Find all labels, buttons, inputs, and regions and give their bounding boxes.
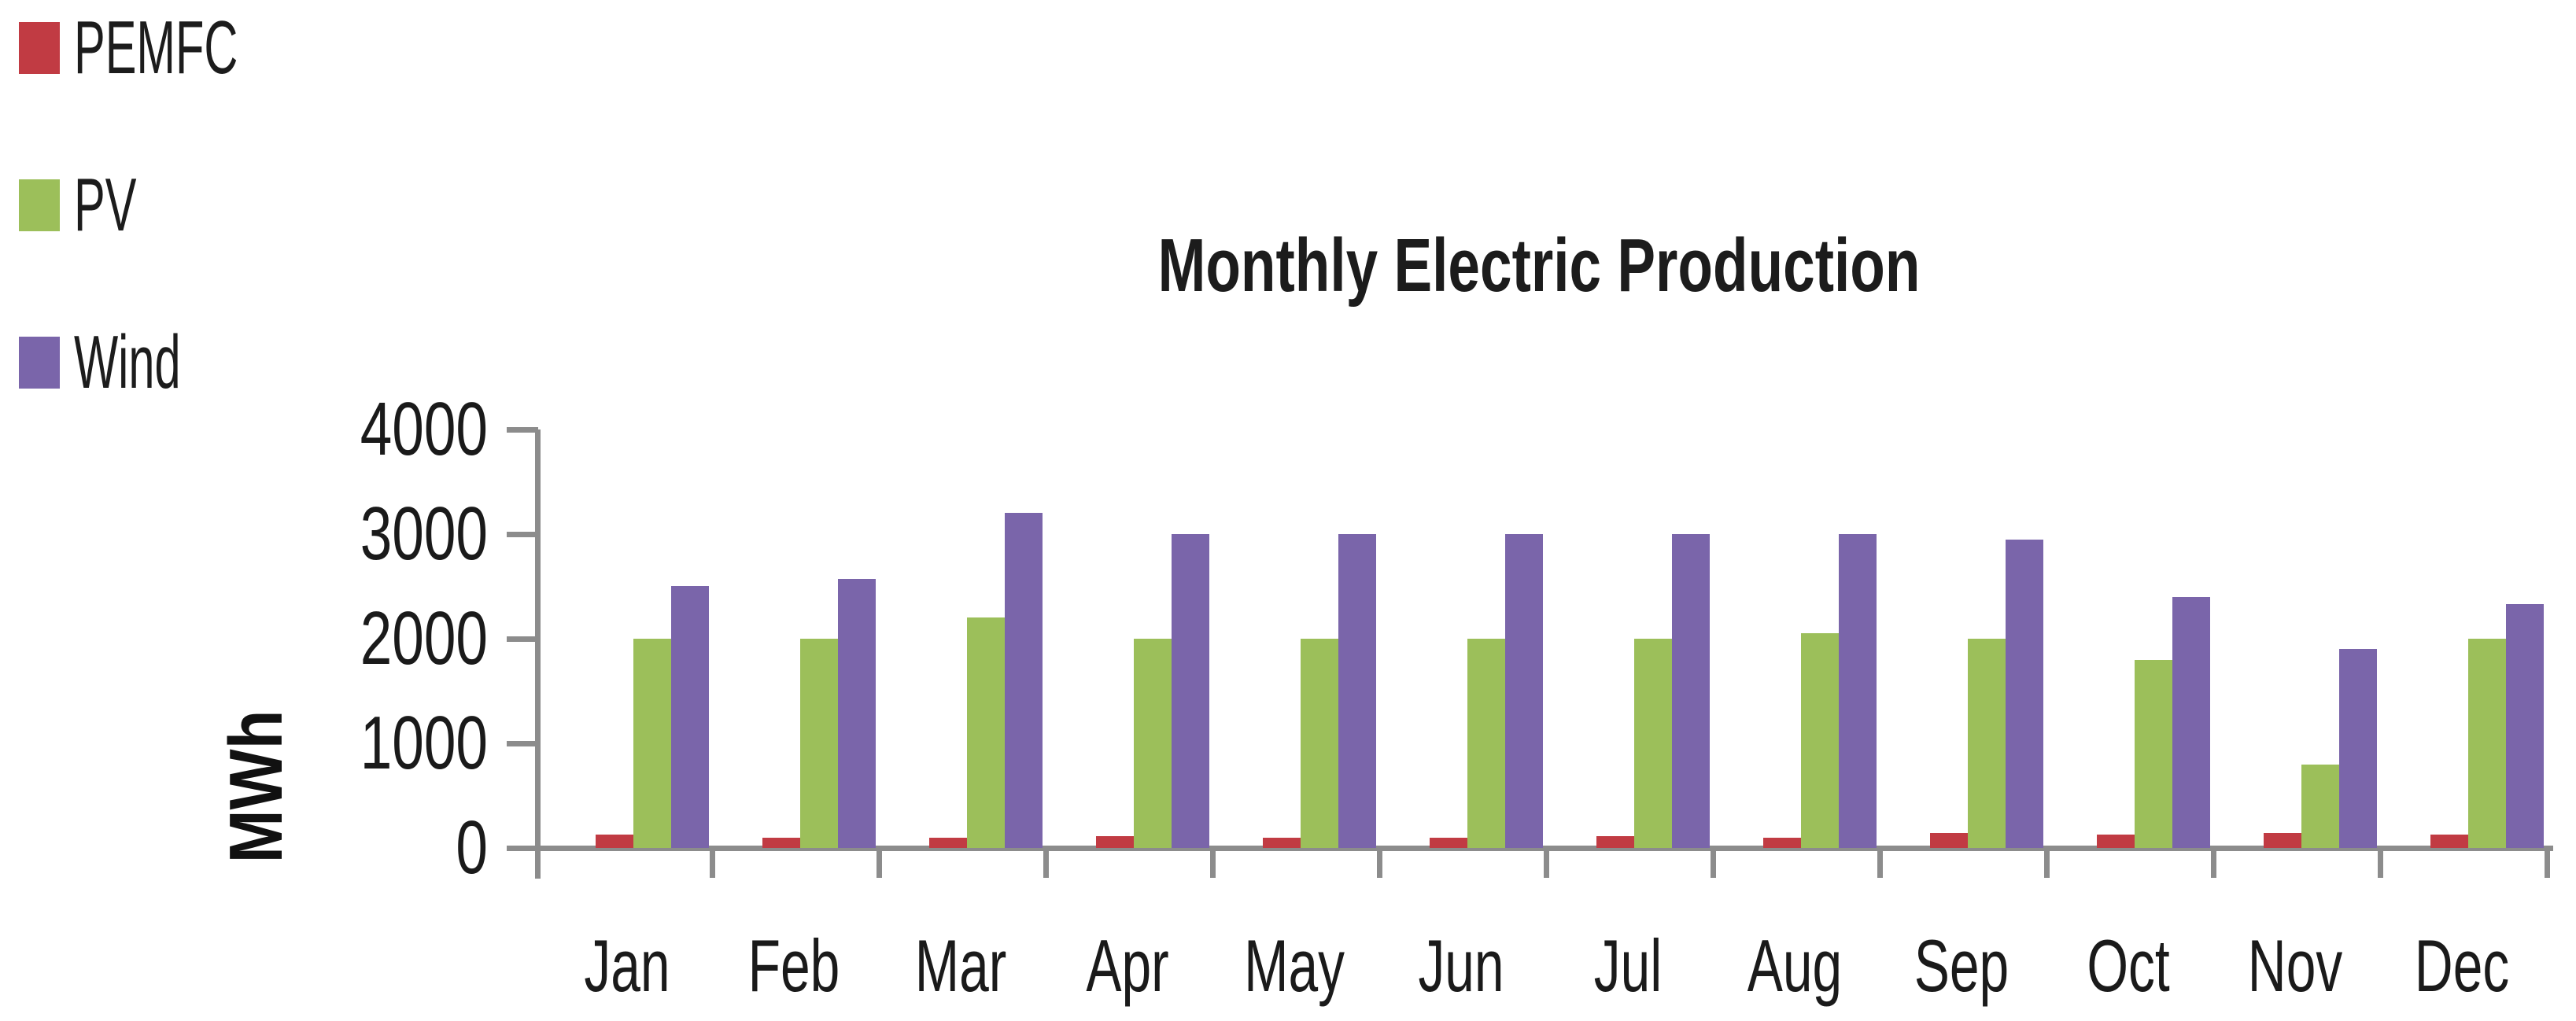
legend-label: Wind [74, 320, 181, 404]
bar-wind-sep [2006, 540, 2043, 848]
bar-pemfc-jul [1596, 836, 1634, 848]
y-tick [507, 741, 538, 746]
bar-pv-nov [2301, 765, 2339, 848]
y-tick [507, 427, 538, 433]
bar-pv-dec [2468, 639, 2506, 848]
month-separator-tick [710, 848, 715, 878]
month-separator-tick [2545, 848, 2550, 878]
bar-pv-oct [2135, 660, 2172, 848]
month-label: Jul [1593, 924, 1663, 1007]
bar-pemfc-nov [2264, 833, 2301, 848]
legend: PEMFC PV Wind [19, 10, 338, 488]
bar-pv-jan [633, 639, 671, 848]
legend-label: PEMFC [74, 6, 238, 90]
month-separator-tick [1877, 848, 1883, 878]
bar-pv-may [1301, 639, 1338, 848]
bar-wind-nov [2339, 649, 2377, 848]
legend-label: PV [74, 163, 137, 247]
month-separator-tick [2378, 848, 2383, 878]
month-label: Feb [747, 924, 840, 1007]
month-separator-tick [1711, 848, 1716, 878]
bar-wind-jun [1505, 534, 1543, 848]
bar-pemfc-dec [2430, 835, 2468, 848]
bar-pemfc-oct [2097, 835, 2135, 848]
month-label: Mar [914, 924, 1007, 1007]
bar-wind-dec [2506, 604, 2544, 848]
legend-item-pv: PV [19, 168, 338, 243]
bar-pemfc-may [1263, 838, 1301, 848]
legend-swatch-icon [19, 22, 60, 74]
month-separator-tick [2044, 848, 2050, 878]
bar-wind-jul [1672, 534, 1710, 848]
month-separator-tick [1043, 848, 1049, 878]
month-label: Nov [2247, 924, 2343, 1007]
month-label: Apr [1086, 924, 1169, 1007]
bar-pemfc-apr [1096, 836, 1134, 848]
y-tick [507, 636, 538, 642]
bar-wind-mar [1005, 513, 1043, 848]
bar-pv-sep [1968, 639, 2006, 848]
bar-pv-jun [1467, 639, 1505, 848]
bar-wind-feb [838, 579, 876, 848]
bar-wind-oct [2172, 597, 2210, 848]
bar-pv-mar [967, 617, 1005, 848]
y-tick-label: 1000 [360, 701, 488, 785]
y-axis-unit-label: MWh [214, 710, 298, 864]
bar-pv-feb [800, 639, 838, 848]
month-label: Jun [1418, 924, 1504, 1007]
y-tick-label: 3000 [360, 492, 488, 576]
bar-pemfc-mar [929, 838, 967, 848]
month-separator-tick [1544, 848, 1549, 878]
y-axis-line [535, 429, 541, 879]
bar-pv-apr [1134, 639, 1172, 848]
y-tick [507, 846, 538, 851]
bar-pemfc-feb [762, 838, 800, 848]
month-label: May [1244, 924, 1345, 1007]
bar-pv-jul [1634, 639, 1672, 848]
bar-wind-jan [671, 586, 709, 848]
y-tick-label: 0 [456, 805, 488, 890]
bar-pemfc-jan [596, 835, 633, 848]
bar-pv-aug [1801, 633, 1839, 848]
bar-wind-apr [1172, 534, 1209, 848]
legend-swatch-icon [19, 179, 60, 231]
legend-item-pemfc: PEMFC [19, 10, 338, 86]
month-label: Oct [2087, 924, 2170, 1007]
legend-swatch-icon [19, 337, 60, 389]
legend-item-wind: Wind [19, 325, 338, 400]
month-label: Jan [584, 924, 670, 1007]
chart-title: Monthly Electric Production [1157, 223, 1921, 308]
bar-wind-may [1338, 534, 1376, 848]
bar-pemfc-sep [1930, 833, 1968, 848]
y-tick [507, 532, 538, 537]
bar-pemfc-jun [1430, 838, 1467, 848]
month-separator-tick [2211, 848, 2216, 878]
bar-wind-aug [1839, 534, 1877, 848]
month-separator-tick [877, 848, 882, 878]
month-separator-tick [1377, 848, 1382, 878]
month-label: Dec [2414, 924, 2510, 1007]
month-separator-tick [1210, 848, 1216, 878]
month-label: Sep [1914, 924, 2010, 1007]
y-tick-label: 2000 [360, 596, 488, 680]
month-label: Aug [1747, 924, 1843, 1007]
x-axis-line [507, 846, 2553, 851]
y-tick-label: 4000 [360, 387, 488, 471]
bar-pemfc-aug [1763, 838, 1801, 848]
